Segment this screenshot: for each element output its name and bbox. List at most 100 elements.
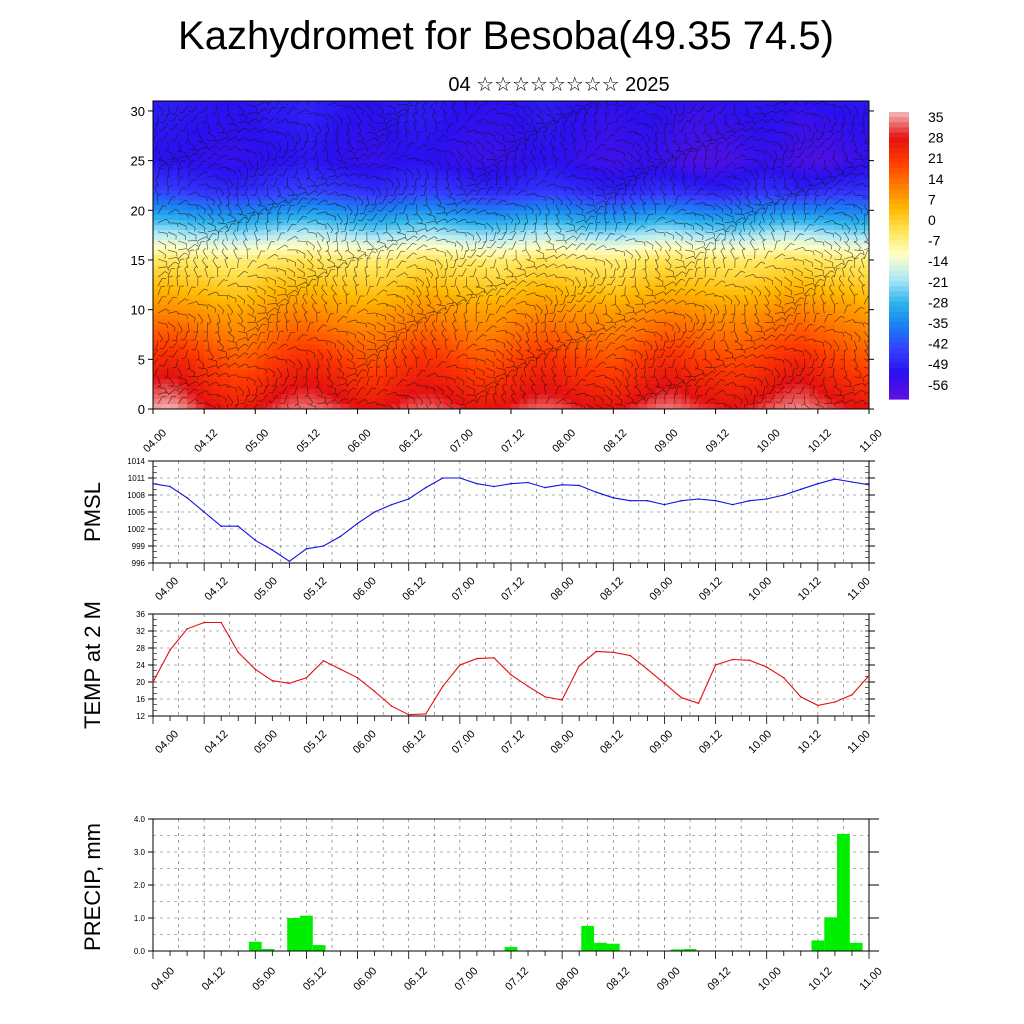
temperature-cell xyxy=(306,200,316,206)
temperature-cell xyxy=(332,195,342,201)
temperature-cell xyxy=(400,379,410,385)
temperature-cell xyxy=(212,309,222,316)
temperature-cell xyxy=(707,354,717,360)
temperature-cell xyxy=(596,235,606,241)
temperature-cell xyxy=(579,339,589,346)
temperature-cell xyxy=(468,289,478,296)
temperature-cell xyxy=(647,235,657,241)
temperature-cell xyxy=(647,250,657,256)
temperature-cell xyxy=(579,279,589,286)
temperature-cell xyxy=(817,269,827,276)
temperature-cell xyxy=(272,235,282,241)
temperature-cell xyxy=(229,399,239,405)
temperature-cell xyxy=(502,364,512,370)
temperature-cell xyxy=(366,269,376,276)
temperature-cell xyxy=(400,115,410,122)
temperature-cell xyxy=(707,185,717,192)
temperature-cell xyxy=(340,274,350,281)
temperature-cell xyxy=(459,115,469,122)
temperature-cell xyxy=(545,145,555,152)
temperature-cell xyxy=(263,279,273,286)
temperature-cell xyxy=(562,155,572,162)
temperature-cell xyxy=(238,230,248,236)
temperature-cell xyxy=(238,364,248,370)
temperature-cell xyxy=(161,205,171,211)
temperature-cell xyxy=(579,399,589,405)
temperature-cell xyxy=(374,374,384,380)
temperature-cell xyxy=(579,264,589,271)
temperature-cell xyxy=(314,245,325,251)
temperature-cell xyxy=(323,210,333,216)
temperature-cell xyxy=(289,255,299,261)
temperature-cell xyxy=(834,269,845,276)
temperature-cell xyxy=(519,195,529,201)
temperature-cell xyxy=(238,304,248,311)
temperature-cell xyxy=(485,369,495,375)
temperature-cell xyxy=(536,319,546,326)
temperature-cell xyxy=(553,235,563,241)
temperature-cell xyxy=(570,170,580,177)
temperature-cell xyxy=(579,225,589,231)
temperature-cell xyxy=(408,394,418,400)
temperature-cell xyxy=(528,105,538,112)
temperature-cell xyxy=(545,264,555,271)
temperature-cell xyxy=(263,160,273,167)
temperature-cell xyxy=(212,324,222,331)
temperature-cell xyxy=(400,150,410,157)
temperature-cell xyxy=(417,130,427,137)
temperature-cell xyxy=(153,399,163,405)
temperature-cell xyxy=(195,125,205,132)
temperature-cell xyxy=(613,125,623,132)
temperature-cell xyxy=(187,384,197,390)
temperature-cell xyxy=(229,349,239,355)
temperature-cell xyxy=(187,289,197,296)
temperature-cell xyxy=(255,359,265,365)
temperature-cell xyxy=(476,130,487,137)
temperature-cell xyxy=(502,130,512,137)
temperature-cell xyxy=(204,140,214,147)
temperature-cell xyxy=(545,105,555,112)
temperature-cell xyxy=(451,115,461,122)
temperature-cell xyxy=(204,120,214,127)
temperature-cell xyxy=(212,205,222,211)
temperature-cell xyxy=(638,130,648,137)
temperature-cell xyxy=(587,250,597,256)
temperature-cell xyxy=(758,399,768,405)
temperature-cell xyxy=(545,359,555,365)
temperature-cell xyxy=(280,170,290,177)
temperature-cell xyxy=(195,364,205,370)
temperature-cell xyxy=(715,274,725,281)
temperature-cell xyxy=(485,279,495,286)
temperature-cell xyxy=(340,339,350,346)
temperature-cell xyxy=(468,230,478,236)
temperature-cell xyxy=(758,101,768,107)
temperature-cell xyxy=(178,220,188,226)
temperature-cell xyxy=(809,304,819,311)
temperature-cell xyxy=(604,230,614,236)
temperature-cell xyxy=(809,274,819,281)
temperature-cell xyxy=(630,205,640,211)
temperature-cell xyxy=(400,339,410,346)
temperature-cell xyxy=(638,215,648,221)
temperature-cell xyxy=(297,279,308,286)
temperature-cell xyxy=(400,250,410,256)
temperature-cell xyxy=(502,155,512,162)
temperature-cell xyxy=(400,374,410,380)
temperature-cell xyxy=(553,250,563,256)
temperature-cell xyxy=(519,115,529,122)
temperature-cell xyxy=(434,404,444,409)
temperature-cell xyxy=(468,304,478,311)
temperature-cell xyxy=(340,125,350,132)
temperature-cell xyxy=(579,344,589,350)
temperature-cell xyxy=(493,155,504,162)
temperature-cell xyxy=(468,120,478,127)
temperature-cell xyxy=(809,105,819,112)
temperature-cell xyxy=(621,165,631,172)
temperature-cell xyxy=(587,324,597,331)
temperature-cell xyxy=(383,284,393,291)
temperature-cell xyxy=(383,269,393,276)
temperature-cell xyxy=(579,259,589,266)
temperature-cell xyxy=(630,274,640,281)
temperature-cell xyxy=(434,230,444,236)
temperature-cell xyxy=(732,369,742,375)
